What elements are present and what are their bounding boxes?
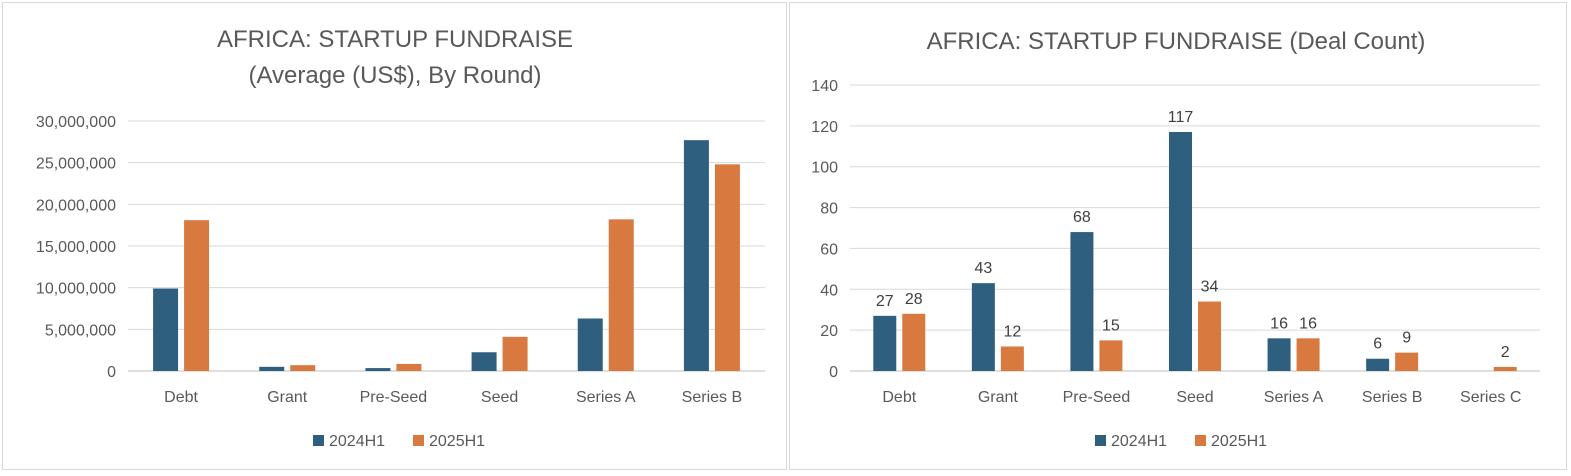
x-tick-label: Series C: [1460, 389, 1521, 406]
legend-label-2024H1: 2024H1: [1111, 433, 1167, 450]
y-tick-label: 5,000,000: [45, 322, 116, 339]
y-tick-label: 20: [820, 323, 838, 340]
bar-2025H1-debt: [184, 220, 210, 371]
bar-2024H1-series-a: [1267, 338, 1291, 371]
chart-panel-average-raise: AFRICA: STARTUP FUNDRAISE (Average (US$)…: [2, 2, 787, 470]
average-raise-chart-svg: AFRICA: STARTUP FUNDRAISE (Average (US$)…: [36, 26, 765, 450]
legend-swatch-2025H1: [413, 435, 424, 446]
legend-swatch-2024H1: [1095, 435, 1106, 446]
x-tick-label: Seed: [1176, 389, 1213, 406]
bar-2025H1-grant: [290, 365, 316, 371]
y-tick-label: 120: [811, 119, 838, 136]
bar-2025H1-seed: [502, 336, 528, 371]
y-tick-label: 15,000,000: [36, 239, 116, 256]
bar-2024H1-seed: [471, 352, 497, 371]
bar-2024H1-series-b: [683, 140, 709, 371]
x-tick-label: Series B: [682, 389, 742, 406]
bar-2024H1-series-b: [1366, 358, 1390, 371]
y-tick-label: 10,000,000: [36, 281, 116, 298]
bar-2025H1-pre-seed: [396, 363, 422, 371]
bar-2024H1-grant: [259, 366, 285, 371]
bar-2024H1-debt: [153, 288, 179, 371]
bar-2025H1-grant: [1000, 346, 1024, 371]
bar-2025H1-series-a: [1296, 338, 1320, 371]
x-tick-label: Series A: [1264, 389, 1324, 406]
x-tick-label: Series A: [576, 389, 636, 406]
data-label: 16: [1270, 315, 1288, 332]
data-label: 27: [876, 293, 894, 310]
data-label: 34: [1201, 279, 1219, 296]
x-tick-label: Series B: [1362, 389, 1422, 406]
deal-count-chart-svg: AFRICA: STARTUP FUNDRAISE (Deal Count) 0…: [811, 28, 1540, 450]
y-tick-label: 100: [811, 160, 838, 177]
legend-label-2025H1: 2025H1: [429, 433, 485, 450]
bar-2024H1-debt: [873, 315, 897, 371]
x-tick-label: Debt: [882, 389, 916, 406]
chart-panel-deal-count: AFRICA: STARTUP FUNDRAISE (Deal Count) 0…: [789, 2, 1567, 470]
data-label: 12: [1003, 323, 1021, 340]
chart-title: AFRICA: STARTUP FUNDRAISE (Deal Count): [927, 28, 1426, 55]
data-label: 68: [1073, 209, 1091, 226]
y-tick-label: 60: [820, 241, 838, 258]
legend-label-2024H1: 2024H1: [329, 433, 385, 450]
y-tick-label: 40: [820, 282, 838, 299]
chart-subtitle: (Average (US$), By Round): [248, 62, 541, 89]
bar-2025H1-seed: [1198, 301, 1221, 371]
bar-2024H1-pre-seed: [365, 368, 391, 371]
bar-2025H1-series-c: [1493, 366, 1517, 371]
x-tick-label: Seed: [481, 389, 518, 406]
y-tick-label: 20,000,000: [36, 197, 116, 214]
legend-label-2025H1: 2025H1: [1211, 433, 1267, 450]
chart-title: AFRICA: STARTUP FUNDRAISE: [217, 26, 573, 53]
bar-2024H1-seed: [1169, 131, 1192, 371]
bar-2025H1-series-b: [1395, 352, 1419, 371]
legend-swatch-2025H1: [1195, 435, 1206, 446]
data-label: 15: [1102, 317, 1120, 334]
x-tick-label: Debt: [164, 389, 198, 406]
x-tick-label: Pre-Seed: [360, 389, 428, 406]
data-label: 2: [1501, 344, 1510, 361]
bar-2025H1-pre-seed: [1099, 340, 1123, 371]
data-label: 9: [1402, 330, 1411, 347]
y-tick-label: 140: [811, 78, 838, 95]
bar-2024H1-series-a: [577, 318, 603, 371]
x-tick-label: Pre-Seed: [1063, 389, 1131, 406]
x-tick-label: Grant: [267, 389, 308, 406]
y-tick-label: 0: [107, 364, 116, 381]
y-tick-label: 80: [820, 201, 838, 218]
bar-2025H1-series-b: [714, 164, 740, 371]
bar-2025H1-series-a: [608, 219, 634, 371]
data-label: 6: [1373, 336, 1382, 353]
bar-2025H1-debt: [902, 313, 926, 371]
data-label: 28: [905, 291, 923, 308]
data-label: 16: [1299, 315, 1317, 332]
y-tick-label: 30,000,000: [36, 114, 116, 131]
data-label: 117: [1168, 109, 1194, 126]
data-label: 43: [974, 260, 992, 277]
y-tick-label: 0: [829, 364, 838, 381]
x-tick-label: Grant: [978, 389, 1019, 406]
y-tick-label: 25,000,000: [36, 156, 116, 173]
bar-2024H1-pre-seed: [1070, 232, 1094, 371]
bar-2024H1-grant: [971, 283, 995, 371]
legend-swatch-2024H1: [313, 435, 324, 446]
